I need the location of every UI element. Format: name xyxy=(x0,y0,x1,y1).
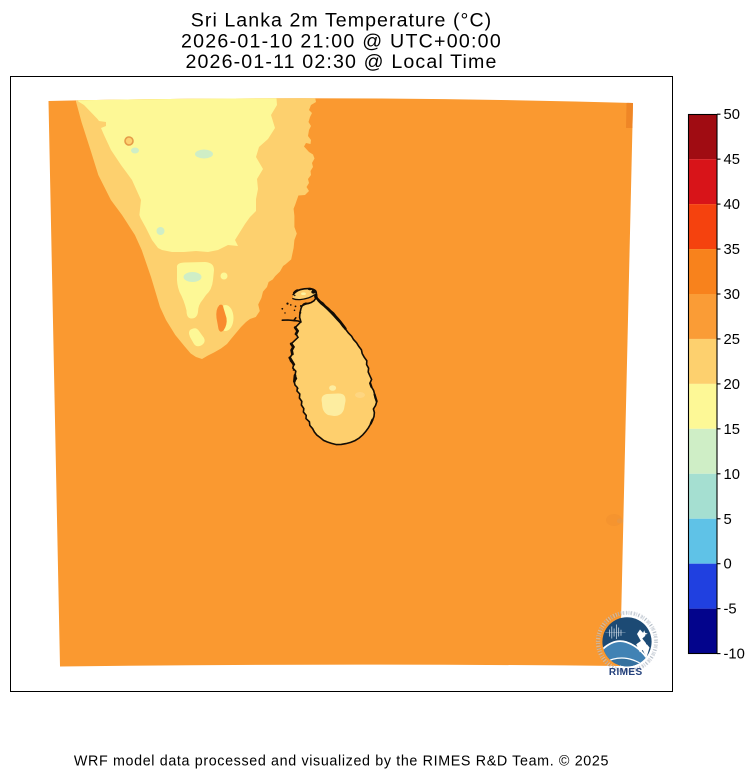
svg-text:35: 35 xyxy=(724,242,740,258)
svg-text:-10: -10 xyxy=(724,647,745,663)
svg-text:RIMES: RIMES xyxy=(609,667,643,678)
svg-text:5: 5 xyxy=(724,512,732,528)
svg-text:20: 20 xyxy=(724,377,740,393)
svg-text:Sri Lanka 2m Temperature (°C): Sri Lanka 2m Temperature (°C) xyxy=(191,10,492,32)
svg-text:40: 40 xyxy=(724,197,740,213)
svg-text:2026-01-10 21:00 @ UTC+00:00: 2026-01-10 21:00 @ UTC+00:00 xyxy=(181,30,502,52)
svg-text:15: 15 xyxy=(724,422,740,438)
svg-text:25: 25 xyxy=(724,332,740,348)
svg-text:-5: -5 xyxy=(724,602,737,618)
svg-text:10: 10 xyxy=(724,467,740,483)
svg-text:50: 50 xyxy=(724,107,740,123)
svg-text:2026-01-11 02:30 @ Local Time: 2026-01-11 02:30 @ Local Time xyxy=(185,51,497,73)
svg-text:WRF model data processed and v: WRF model data processed and visualized … xyxy=(74,754,609,770)
svg-text:0: 0 xyxy=(724,557,732,573)
svg-text:45: 45 xyxy=(724,152,740,168)
svg-text:30: 30 xyxy=(724,287,740,303)
